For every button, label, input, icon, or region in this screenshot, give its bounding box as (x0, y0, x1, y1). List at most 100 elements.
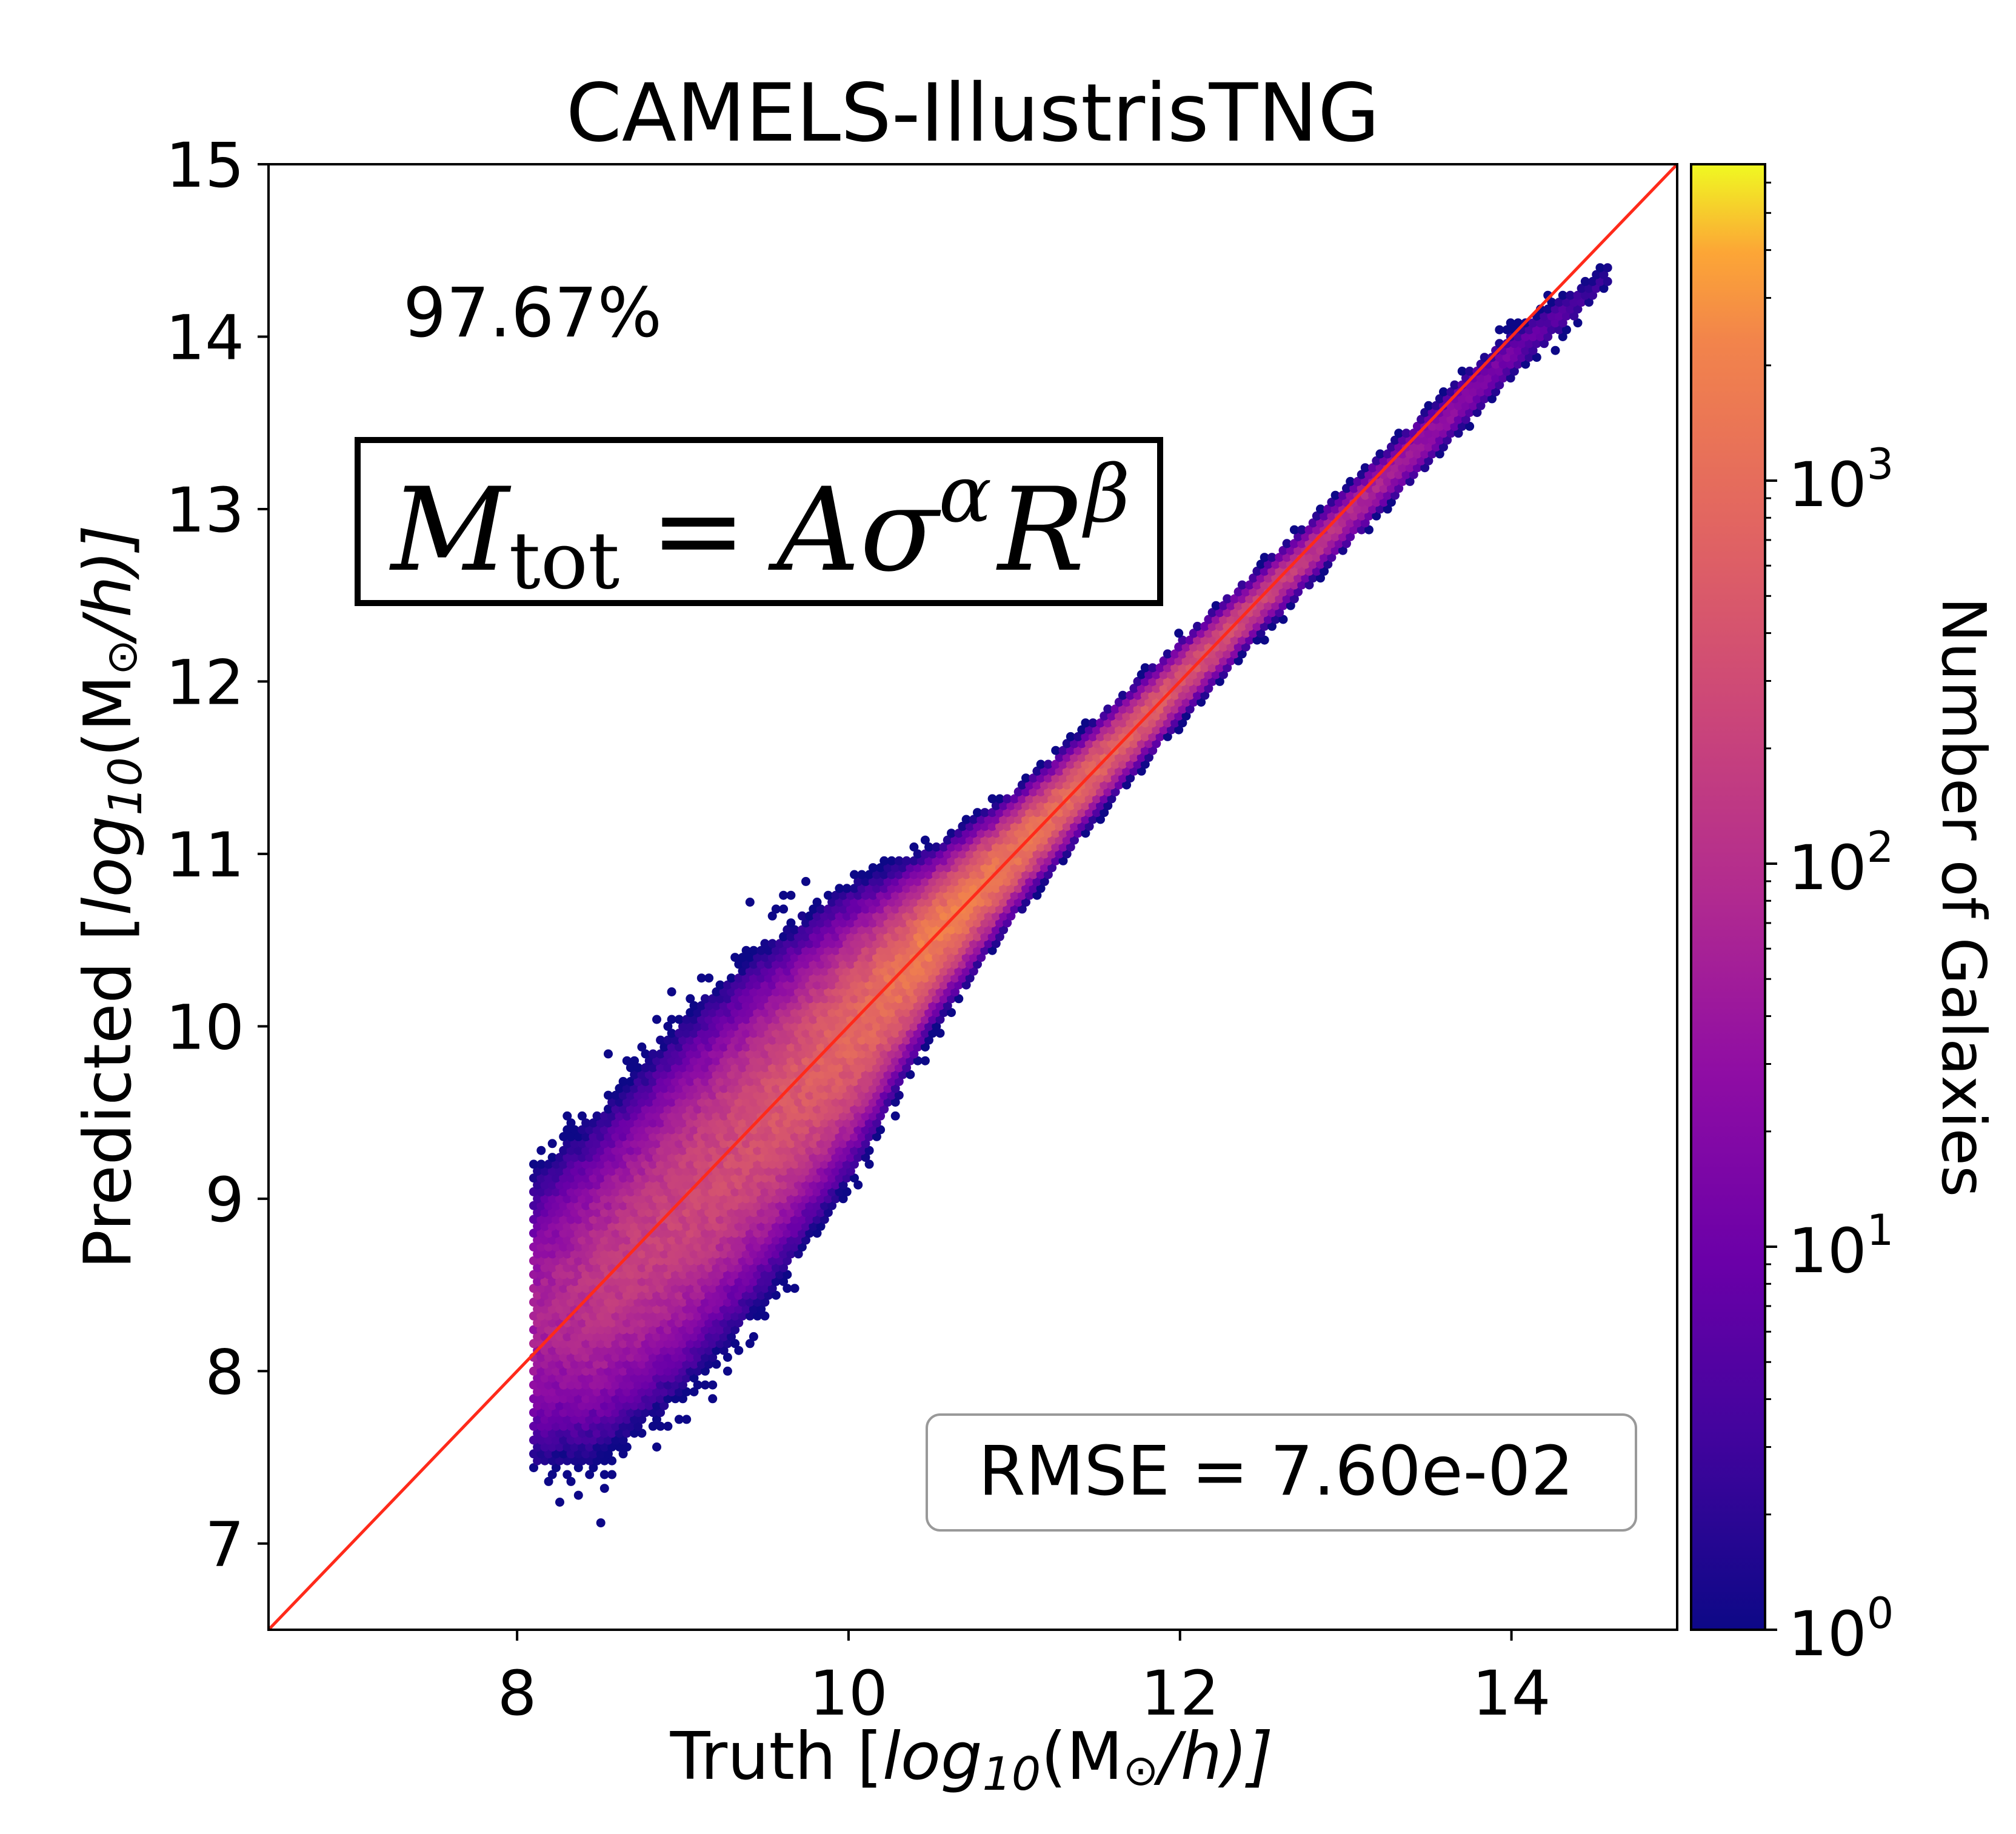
hexbin-cell (696, 1263, 706, 1273)
hexbin-cell (827, 1090, 837, 1100)
hexbin-cell (682, 1166, 692, 1176)
hexbin-cell (555, 1263, 564, 1273)
hexbin-cell (637, 1166, 647, 1176)
hexbin-cell (570, 1153, 579, 1162)
hexbin-cell (823, 1153, 833, 1162)
y-tick-label: 10 (165, 992, 244, 1064)
hexbin-cell (760, 1270, 770, 1279)
hexbin-cell (611, 1408, 621, 1418)
hexbin-cell (682, 1208, 692, 1218)
hexbin-cell (626, 1380, 635, 1390)
hexbin-cell (618, 1311, 628, 1321)
hexbin-cell (723, 1173, 732, 1183)
hexbin-cell (674, 1098, 684, 1107)
hexbin-cell (562, 1125, 572, 1135)
hexbin-cell (540, 1208, 550, 1218)
hexbin-cell (771, 1221, 781, 1231)
hexbin-cell (686, 1366, 695, 1376)
hexbin-cell (611, 1380, 621, 1390)
hexbin-cell (682, 1387, 692, 1396)
colorbar (1690, 163, 1766, 1631)
hexbin-cell (540, 1373, 550, 1383)
hexbin-cell (599, 1359, 609, 1369)
hexbin-cell (756, 1194, 766, 1204)
hexbin-cell (573, 1270, 583, 1279)
hexbin-cell (648, 1421, 658, 1431)
hexbin-cell (648, 1215, 658, 1224)
hexbin-cell (622, 1084, 632, 1093)
hexbin-cell (753, 1229, 763, 1238)
hexbin-cell (599, 1456, 609, 1466)
hexbin-cell (670, 1173, 680, 1183)
hexbin-cell (626, 1366, 635, 1376)
hexbin-cell (622, 1359, 632, 1369)
hexbin-cell (637, 1332, 647, 1341)
hexbin-cell (611, 1394, 621, 1404)
hexbin-cell (559, 1311, 569, 1321)
hexbin-cell (670, 1366, 680, 1376)
hexbin-cell (816, 1180, 826, 1190)
hexbin-cell (753, 1284, 763, 1293)
hexbin-cell (615, 1442, 624, 1452)
hexbin-cell (622, 1194, 632, 1204)
hexbin-cell (696, 1290, 706, 1300)
hexbin-cell (589, 1408, 598, 1418)
hexbin-cell (637, 1111, 647, 1121)
hexbin-cell (566, 1298, 576, 1307)
hexbin-cell (540, 1456, 550, 1466)
hexbin-cell (682, 1098, 692, 1107)
hexbin-cell (723, 1339, 732, 1349)
hexbin-cell (753, 1090, 763, 1100)
hexbin-cell (890, 1098, 900, 1107)
hexbin-cell (667, 1098, 676, 1107)
hexbin-cell (712, 1318, 721, 1328)
hexbin-cell (730, 1118, 740, 1128)
hexbin-cell (745, 1187, 755, 1196)
hexbin-cell (712, 1125, 721, 1135)
hexbin-cell (562, 1359, 572, 1369)
hexbin-cell (562, 1332, 572, 1341)
hexbin-cell (566, 1421, 576, 1431)
x-axis-label: Truth [log10(M⊙/h)] (670, 1719, 1273, 1801)
hexbin-cell (659, 1387, 669, 1396)
hexbin-cell (753, 1215, 763, 1224)
hexbin-cell (551, 1173, 561, 1183)
hexbin-cell (551, 1215, 561, 1224)
hexbin-cell (607, 1111, 617, 1121)
hexbin-cell (559, 1449, 569, 1459)
hexbin-cell (723, 1325, 732, 1335)
hexbin-cell (577, 1318, 587, 1328)
hexbin-cell (704, 1098, 714, 1107)
hexbin-cell (723, 1201, 732, 1210)
hexbin-cell (641, 1298, 650, 1307)
hexbin-cell (644, 1359, 654, 1369)
hexbin-cell (760, 1311, 770, 1321)
hexbin-cell (633, 1256, 643, 1265)
hexbin-cell (745, 1145, 755, 1155)
hexbin-cell (745, 898, 755, 907)
hexbin-cell (596, 1408, 606, 1418)
hexbin-cell (771, 1166, 781, 1176)
hexbin-cell (596, 1380, 606, 1390)
hexbin-cell (555, 1442, 564, 1452)
hexbin-cell (667, 1345, 676, 1355)
hexbin-cell (566, 1353, 576, 1362)
hexbin-cell (771, 1194, 781, 1204)
hexbin-cell (682, 1304, 692, 1314)
hexbin-cell (797, 1187, 807, 1196)
hexbin-cell (790, 1118, 799, 1128)
hexbin-cell (652, 1318, 661, 1328)
hexbin-cell (607, 1456, 617, 1466)
hexbin-cell (536, 1215, 546, 1224)
hexbin-cell (607, 1332, 617, 1341)
hexbin-cell (577, 1249, 587, 1259)
hexbin-cell (648, 1380, 658, 1390)
hexbin-cell (637, 1318, 647, 1328)
hexbin-cell (547, 1387, 557, 1396)
hexbin-cell (547, 1290, 557, 1300)
hexbin-cell (734, 1153, 744, 1162)
hexbin-cell (838, 1194, 848, 1204)
hexbin-cell (827, 1145, 837, 1155)
hexbin-cell (775, 1104, 784, 1114)
hexbin-cell (704, 1111, 714, 1121)
